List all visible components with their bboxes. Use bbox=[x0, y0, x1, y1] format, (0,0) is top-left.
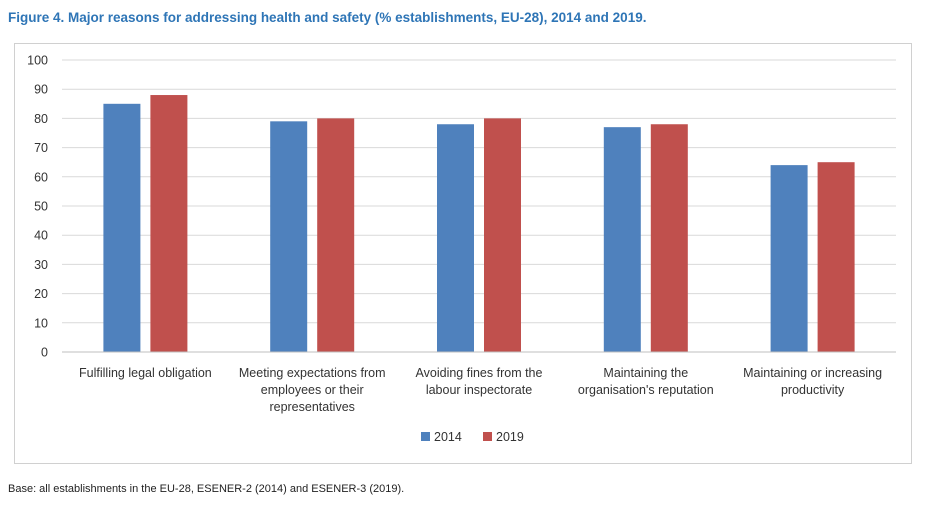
bar-2014-4 bbox=[603, 127, 641, 352]
gridlines bbox=[62, 59, 896, 324]
category-label: Maintaining or increasing bbox=[743, 366, 882, 380]
legend-label-2019: 2019 bbox=[496, 430, 524, 444]
chart-area: 0 10 20 30 40 50 60 70 80 90 100 Fulfilling legal … bbox=[14, 43, 912, 464]
y-tick-label: 60 bbox=[34, 170, 48, 184]
y-tick-label: 50 bbox=[34, 200, 48, 214]
legend-swatch-2019 bbox=[483, 432, 492, 441]
bar-2014-1 bbox=[103, 103, 141, 352]
bar-2014-2 bbox=[270, 121, 308, 352]
category-label: organisation's reputation bbox=[578, 383, 714, 397]
y-tick-label: 10 bbox=[34, 316, 48, 330]
category-labels: Fulfilling legal obligation Meeting expec… bbox=[79, 366, 882, 414]
base-note: Base: all establishments in the EU-28, E… bbox=[8, 483, 405, 495]
y-tick-label: 30 bbox=[34, 258, 48, 272]
y-tick-label: 20 bbox=[34, 287, 48, 301]
y-tick-label: 100 bbox=[27, 54, 48, 68]
bar-2019-2 bbox=[317, 118, 355, 353]
bar-2019-4 bbox=[650, 124, 688, 353]
category-label: Meeting expectations from bbox=[239, 366, 386, 380]
category-label: Fulfilling legal obligation bbox=[79, 366, 212, 380]
figure-title: Figure 4. Major reasons for addressing h… bbox=[8, 10, 647, 25]
bar-2019-1 bbox=[150, 95, 188, 352]
legend: 2014 2019 bbox=[421, 430, 524, 444]
y-tick-label: 80 bbox=[34, 112, 48, 126]
legend-swatch-2014 bbox=[421, 432, 430, 441]
bar-2014-5 bbox=[770, 165, 808, 352]
y-tick-label: 90 bbox=[34, 83, 48, 97]
category-label: labour inspectorate bbox=[426, 383, 532, 397]
bar-chart: 0 10 20 30 40 50 60 70 80 90 100 Fulfilling legal … bbox=[27, 54, 896, 444]
legend-label-2014: 2014 bbox=[434, 430, 462, 444]
y-tick-label: 70 bbox=[34, 141, 48, 155]
bar-2019-3 bbox=[484, 118, 521, 353]
bars bbox=[103, 95, 855, 353]
category-label: Maintaining the bbox=[603, 366, 688, 380]
y-axis-tick-labels: 0 10 20 30 40 50 60 70 80 90 100 bbox=[27, 54, 48, 360]
category-label: employees or their bbox=[261, 383, 364, 397]
bar-2014-3 bbox=[437, 124, 474, 353]
y-tick-label: 0 bbox=[41, 346, 48, 360]
bar-2019-5 bbox=[817, 162, 855, 352]
category-label: productivity bbox=[781, 383, 845, 397]
y-tick-label: 40 bbox=[34, 229, 48, 243]
category-label: representatives bbox=[269, 400, 354, 414]
category-label: Avoiding fines from the bbox=[416, 366, 543, 380]
